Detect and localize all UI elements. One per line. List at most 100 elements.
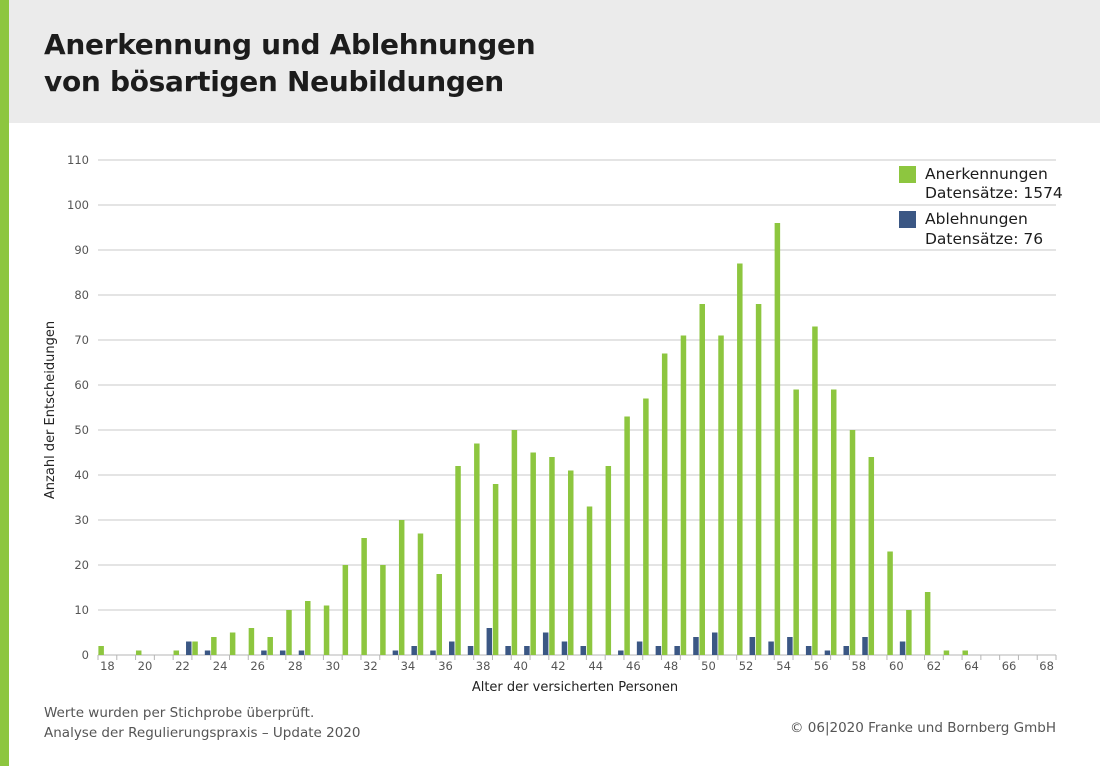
x-tick-label: 32	[363, 659, 378, 673]
bar-anerkennungen	[267, 637, 273, 655]
legend-count-ablehnungen: Datensätze: 76	[925, 230, 1043, 248]
x-tick-label: 46	[626, 659, 641, 673]
bar-anerkennungen	[323, 605, 330, 655]
x-tick-label: 20	[138, 659, 153, 673]
title-line-1: Anerkennung und Ablehnungen	[44, 28, 536, 61]
y-tick-label: 30	[74, 513, 89, 527]
x-tick-label: 52	[739, 659, 754, 673]
grid-lines	[98, 159, 1056, 656]
bar-ablehnungen	[486, 628, 493, 655]
x-tick-label: 30	[325, 659, 340, 673]
x-tick-label: 66	[1002, 659, 1017, 673]
x-tick-label: 18	[100, 659, 115, 673]
y-axis: 0 10 20 30 40 50 60 70 80 90 100 110	[67, 153, 89, 662]
y-tick-label: 50	[74, 423, 89, 437]
bar-ablehnungen	[787, 637, 793, 655]
bar-ablehnungen	[411, 646, 417, 655]
bar-ablehnungen	[449, 641, 455, 655]
page-title: Anerkennung und Ablehnungen von bösartig…	[44, 26, 536, 100]
bar-ablehnungen	[711, 632, 718, 655]
bar-ablehnungen	[580, 646, 586, 655]
bar-ablehnungen	[261, 650, 267, 655]
bar-ablehnungen	[204, 650, 211, 655]
bar-ablehnungen	[561, 641, 568, 655]
bar-ablehnungen	[655, 646, 662, 655]
y-tick-label: 90	[74, 243, 89, 257]
bar-ablehnungen	[749, 637, 756, 655]
bar-anerkennungen	[436, 574, 443, 655]
bar-anerkennungen	[661, 353, 668, 655]
bar-anerkennungen	[192, 641, 198, 655]
bar-anerkennungen	[718, 335, 724, 655]
x-tick-label: 50	[701, 659, 716, 673]
y-tick-label: 110	[67, 153, 89, 167]
bar-ablehnungen	[524, 646, 530, 655]
bar-anerkennungen	[849, 430, 856, 655]
legend-count-anerkennungen: Datensätze: 1574	[925, 184, 1063, 202]
bar-anerkennungen	[248, 628, 255, 655]
legend-label-ablehnungen: Ablehnungen	[925, 210, 1028, 228]
bar-anerkennungen	[699, 304, 705, 655]
bar-anerkennungen	[680, 335, 687, 655]
bar-anerkennungen	[98, 646, 104, 655]
bar-anerkennungen	[868, 457, 875, 655]
bar-anerkennungen	[135, 650, 142, 655]
x-axis-label: Alter der versicherten Personen	[472, 680, 678, 695]
bar-ablehnungen	[279, 650, 286, 655]
bar-anerkennungen	[887, 551, 893, 655]
x-tick-label: 36	[438, 659, 453, 673]
bar-ablehnungen	[298, 650, 305, 655]
x-tick-label: 54	[776, 659, 791, 673]
bar-anerkennungen	[812, 326, 818, 655]
legend-label-anerkennungen: Anerkennungen	[925, 165, 1048, 183]
bar-anerkennungen	[737, 263, 743, 655]
bar-anerkennungen	[962, 650, 968, 655]
x-tick-label: 48	[664, 659, 679, 673]
footer-note-line-2: Analyse der Regulierungspraxis – Update …	[44, 725, 361, 741]
bar-ablehnungen	[693, 637, 699, 655]
bar-anerkennungen	[342, 565, 349, 655]
bar-ablehnungen	[862, 637, 868, 655]
x-tick-label: 26	[250, 659, 265, 673]
x-tick-label: 28	[288, 659, 303, 673]
copyright: © 06|2020 Franke und Bornberg GmbH	[789, 720, 1056, 736]
bar-ablehnungen	[392, 650, 399, 655]
bar-ablehnungen	[505, 646, 511, 655]
title-line-2: von bösartigen Neubildungen	[44, 65, 504, 98]
bar-ablehnungen	[186, 641, 192, 655]
bar-ablehnungen	[768, 641, 774, 655]
x-tick-label: 42	[551, 659, 566, 673]
accent-bar	[0, 0, 9, 766]
bar-anerkennungen	[924, 592, 931, 655]
bar-ablehnungen	[824, 650, 831, 655]
bar-ablehnungen	[805, 646, 812, 655]
x-tick-label: 34	[401, 659, 416, 673]
y-tick-label: 60	[74, 378, 89, 392]
bar-anerkennungen	[492, 484, 499, 655]
bar-ablehnungen	[843, 646, 849, 655]
bar-anerkennungen	[549, 457, 555, 655]
bar-anerkennungen	[605, 466, 612, 655]
footer-note-line-1: Werte wurden per Stichprobe überprüft.	[44, 705, 315, 721]
bar-anerkennungen	[474, 443, 480, 655]
bar-anerkennungen	[305, 601, 311, 655]
x-tick-label: 38	[476, 659, 491, 673]
bar-anerkennungen	[286, 610, 292, 655]
legend-swatch-anerkennungen	[899, 166, 916, 183]
y-tick-label: 100	[67, 198, 89, 212]
bar-ablehnungen	[430, 650, 436, 655]
bar-anerkennungen	[398, 520, 405, 655]
bars	[98, 223, 968, 655]
bar-anerkennungen	[511, 430, 518, 655]
y-axis-label: Anzahl der Entscheidungen	[43, 321, 58, 499]
bar-anerkennungen	[643, 398, 649, 655]
bar-anerkennungen	[793, 389, 799, 655]
x-tick-label: 22	[175, 659, 190, 673]
x-tick-label: 40	[513, 659, 528, 673]
y-tick-label: 80	[74, 288, 89, 302]
legend-swatch-ablehnungen	[899, 211, 916, 228]
footer-note: Werte wurden per Stichprobe überprüft. A…	[44, 703, 360, 743]
x-tick-label: 60	[889, 659, 904, 673]
x-axis: 18 20 22 24 26 28 30 32 34 36 38 40 42 44 46 48 50 52 54 56…	[97, 655, 1057, 673]
y-tick-label: 10	[74, 603, 89, 617]
